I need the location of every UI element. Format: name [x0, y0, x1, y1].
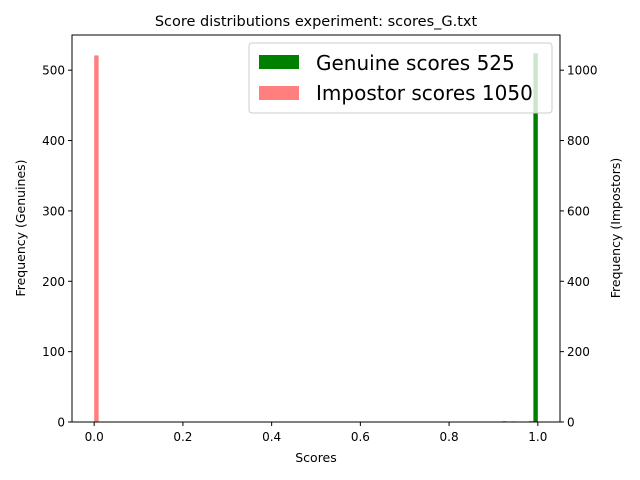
- y-axis-right-label: Frequency (Impostors): [608, 158, 623, 298]
- impostor-bar: [528, 420, 534, 422]
- y-left-tick-label: 300: [42, 204, 65, 218]
- x-tick-label: 0.2: [173, 430, 192, 444]
- y-axis-right: 0 200 400 600 800 1000: [560, 64, 598, 430]
- legend-swatch-genuine: [259, 55, 299, 69]
- x-tick-label: 0.8: [440, 430, 459, 444]
- x-tick-label: 0.6: [351, 430, 370, 444]
- y-right-tick-label: 200: [567, 345, 590, 359]
- legend: Genuine scores 525 Impostor scores 1050: [248, 42, 553, 114]
- chart-title: Score distributions experiment: scores_G…: [155, 14, 478, 30]
- x-tick-label: 1.0: [528, 430, 547, 444]
- legend-swatch-impostor: [259, 86, 299, 100]
- y-right-tick-label: 800: [567, 134, 590, 148]
- x-axis-label: Scores: [295, 450, 337, 465]
- x-axis: 0.0 0.2 0.4 0.6 0.8 1.0: [85, 422, 547, 444]
- legend-box: [248, 42, 553, 114]
- y-left-tick-label: 200: [42, 275, 65, 289]
- x-tick-label: 0.0: [85, 430, 104, 444]
- x-tick-label: 0.4: [262, 430, 281, 444]
- impostor-bar: [94, 55, 99, 422]
- y-right-tick-label: 0: [567, 416, 575, 430]
- y-right-tick-label: 400: [567, 275, 590, 289]
- legend-label-impostor: Impostor scores 1050: [316, 81, 533, 105]
- y-left-tick-label: 100: [42, 345, 65, 359]
- y-left-tick-label: 500: [42, 64, 65, 78]
- y-left-tick-label: 400: [42, 134, 65, 148]
- y-axis-left: 0 100 200 300 400 500: [42, 64, 72, 430]
- y-right-tick-label: 600: [567, 204, 590, 218]
- plot-frame: [71, 34, 561, 423]
- y-axis-left-label: Frequency (Genuines): [13, 159, 28, 296]
- y-left-tick-label: 0: [57, 416, 65, 430]
- legend-label-genuine: Genuine scores 525: [316, 51, 515, 75]
- genuine-bar: [533, 53, 538, 422]
- y-right-tick-label: 1000: [567, 64, 598, 78]
